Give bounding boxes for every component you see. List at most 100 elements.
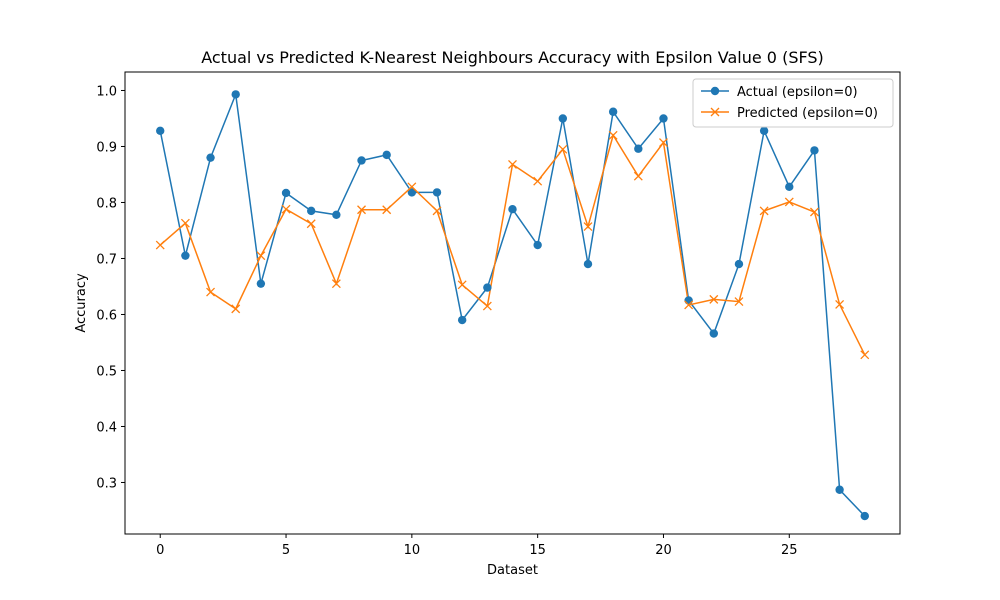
data-point bbox=[331, 279, 341, 289]
data-point bbox=[407, 188, 417, 197]
x-marker-stroke bbox=[331, 279, 341, 289]
data-point bbox=[281, 188, 291, 198]
data-point bbox=[659, 138, 668, 148]
y-tick-label: 1.0 bbox=[96, 84, 117, 99]
data-point bbox=[558, 144, 568, 154]
x-marker-stroke bbox=[306, 219, 316, 229]
x-marker-stroke bbox=[759, 206, 769, 216]
legend: Actual (epsilon=0) Predicted (epsilon=0) bbox=[692, 78, 894, 128]
x-marker-stroke bbox=[860, 350, 870, 360]
legend-label-1: Actual (epsilon=0) bbox=[737, 85, 858, 100]
y-tick-label: 0.3 bbox=[96, 476, 117, 491]
data-point bbox=[583, 259, 593, 269]
data-point bbox=[835, 485, 844, 494]
data-point bbox=[734, 297, 744, 307]
x-marker-stroke bbox=[407, 182, 417, 192]
x-marker-stroke bbox=[281, 204, 291, 214]
data-point bbox=[180, 218, 190, 228]
legend-box bbox=[692, 78, 894, 128]
x-marker-stroke bbox=[357, 205, 366, 215]
data-point bbox=[759, 126, 769, 135]
x-marker-stroke bbox=[835, 299, 845, 309]
x-marker-stroke bbox=[206, 287, 216, 297]
data-point bbox=[206, 287, 216, 297]
y-tick-label: 0.9 bbox=[96, 140, 117, 155]
x-marker-stroke bbox=[809, 207, 819, 217]
x-axis: 0 5 10 15 20 25 bbox=[156, 534, 798, 558]
x-marker-stroke bbox=[256, 251, 266, 261]
data-point bbox=[684, 296, 693, 305]
x-marker-stroke bbox=[155, 240, 165, 250]
data-point bbox=[734, 259, 744, 269]
data-point bbox=[684, 300, 694, 310]
y-tick-label: 0.6 bbox=[96, 308, 117, 323]
x-marker-stroke bbox=[558, 144, 568, 154]
data-point bbox=[533, 176, 543, 186]
chart-title: Actual vs Predicted K-Nearest Neighbours… bbox=[201, 48, 824, 67]
plot-area bbox=[124, 71, 901, 535]
x-marker-stroke bbox=[432, 206, 442, 216]
x-tick-label: 10 bbox=[404, 543, 421, 558]
data-point bbox=[784, 197, 794, 207]
data-point bbox=[457, 280, 467, 290]
data-point bbox=[659, 114, 668, 123]
data-point bbox=[508, 205, 517, 214]
data-point bbox=[835, 299, 845, 309]
data-point bbox=[457, 315, 467, 325]
x-marker-stroke bbox=[684, 300, 694, 310]
legend-marker bbox=[710, 86, 720, 96]
data-point bbox=[382, 150, 391, 160]
data-point bbox=[785, 182, 794, 191]
series-line-1 bbox=[159, 91, 866, 517]
data-point bbox=[181, 251, 190, 260]
data-point bbox=[432, 206, 442, 216]
data-point bbox=[809, 207, 819, 217]
legend-label-2: Predicted (epsilon=0) bbox=[737, 106, 878, 121]
x-tick-label: 15 bbox=[529, 543, 546, 558]
data-point bbox=[608, 130, 618, 140]
x-marker-stroke bbox=[633, 171, 643, 181]
data-point bbox=[508, 159, 517, 169]
y-tick-label: 0.5 bbox=[96, 364, 117, 379]
x-axis-label: Dataset bbox=[487, 563, 538, 578]
data-point bbox=[608, 107, 618, 116]
data-point bbox=[357, 156, 366, 165]
x-marker-stroke bbox=[709, 294, 719, 304]
legend-marker bbox=[710, 107, 720, 117]
x-tick-label: 25 bbox=[781, 543, 798, 558]
series-line-2 bbox=[159, 133, 866, 356]
data-point bbox=[860, 511, 869, 521]
data-point bbox=[407, 182, 417, 192]
data-point bbox=[860, 350, 870, 360]
data-point bbox=[256, 251, 266, 261]
x-tick-label: 5 bbox=[282, 543, 290, 558]
data-point bbox=[483, 283, 492, 292]
data-point bbox=[382, 205, 392, 215]
y-axis-label: Accuracy bbox=[74, 273, 89, 333]
data-point bbox=[482, 301, 492, 311]
x-marker-stroke bbox=[231, 304, 241, 314]
y-axis: 0.3 0.4 0.5 0.6 0.7 0.8 0.9 1.0 bbox=[96, 84, 125, 491]
data-point bbox=[633, 171, 643, 181]
data-point bbox=[332, 210, 341, 219]
x-marker-stroke bbox=[608, 130, 618, 140]
data-point bbox=[558, 114, 568, 123]
data-point bbox=[306, 219, 316, 229]
x-marker-stroke bbox=[659, 138, 668, 148]
x-tick-label: 20 bbox=[655, 543, 672, 558]
y-tick-label: 0.8 bbox=[96, 196, 117, 211]
data-point bbox=[231, 304, 241, 314]
x-marker-stroke bbox=[508, 159, 517, 169]
x-marker-stroke bbox=[784, 197, 794, 207]
x-marker-stroke bbox=[180, 218, 190, 228]
data-point bbox=[759, 206, 769, 216]
data-point bbox=[709, 329, 718, 338]
y-tick-label: 0.4 bbox=[96, 420, 117, 435]
data-point bbox=[155, 240, 165, 250]
series-layer bbox=[155, 90, 870, 521]
x-marker-stroke bbox=[457, 280, 467, 290]
data-point bbox=[256, 279, 266, 288]
data-point bbox=[206, 153, 215, 162]
data-point bbox=[156, 126, 165, 135]
